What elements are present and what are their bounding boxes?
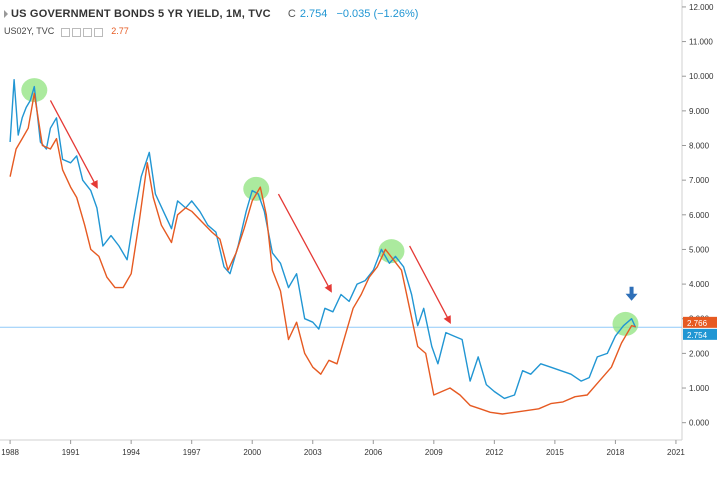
y-tick-label: 4.000 [689, 280, 710, 289]
compare-symbol[interactable]: US02Y, TVC [4, 26, 55, 36]
y-tick-label: 10.000 [689, 72, 714, 81]
x-tick-label: 2003 [304, 448, 322, 457]
series-line-us05y [9, 78, 637, 400]
y-tick-label: 12.000 [689, 3, 714, 12]
x-tick-label: 1994 [122, 448, 140, 457]
x-tick-label: 2021 [667, 448, 685, 457]
down-arrow [277, 193, 332, 293]
last-value-label: 2.766 [687, 319, 708, 328]
x-tick-label: 2018 [607, 448, 625, 457]
down-arrow [409, 245, 451, 324]
last-value-badge [683, 328, 717, 340]
symbol-title[interactable]: US GOVERNMENT BONDS 5 YR YIELD, 1M, TVC [11, 8, 271, 20]
marker-arrow-icon [625, 286, 638, 301]
y-tick-label: 2.000 [689, 349, 710, 358]
last-value-label: 2.754 [687, 331, 708, 340]
change-value: −0.035 (−1.26%) [336, 8, 419, 20]
y-tick-label: 9.000 [689, 107, 710, 116]
remove-icon[interactable] [82, 27, 92, 37]
x-tick-label: 1997 [183, 448, 201, 457]
y-tick-label: 11.000 [689, 38, 713, 47]
close-value: 2.754 [299, 8, 328, 20]
y-tick-label: 7.000 [689, 176, 710, 185]
x-tick-label: 2009 [425, 448, 443, 457]
x-tick-label: 2006 [364, 448, 382, 457]
collapse-icon[interactable] [4, 10, 8, 19]
chart-header: US GOVERNMENT BONDS 5 YR YIELD, 1M, TVC … [4, 8, 418, 20]
settings-icon[interactable] [71, 27, 81, 37]
more-icon[interactable] [93, 27, 103, 37]
compare-legend: US02Y, TVC 2.77 [4, 26, 129, 37]
compare-value: 2.77 [111, 26, 129, 36]
x-tick-label: 2000 [243, 448, 261, 457]
down-arrow [49, 100, 98, 189]
series-line-us02y [9, 92, 636, 415]
x-tick-label: 1991 [62, 448, 80, 457]
y-tick-label: 1.000 [689, 384, 710, 393]
last-value-badge [683, 316, 717, 328]
y-tick-label: 8.000 [689, 142, 710, 151]
close-prefix: C [287, 8, 296, 20]
x-tick-label: 2012 [485, 448, 503, 457]
y-tick-label: 6.000 [689, 211, 710, 220]
legend-controls [60, 27, 105, 37]
x-tick-label: 1988 [1, 448, 19, 457]
highlight-circle [243, 176, 270, 201]
y-tick-label: 0.000 [689, 419, 710, 428]
y-tick-label: 5.000 [689, 245, 710, 254]
x-tick-label: 2015 [546, 448, 564, 457]
highlight-circle [378, 239, 405, 264]
visibility-icon[interactable] [60, 27, 70, 37]
